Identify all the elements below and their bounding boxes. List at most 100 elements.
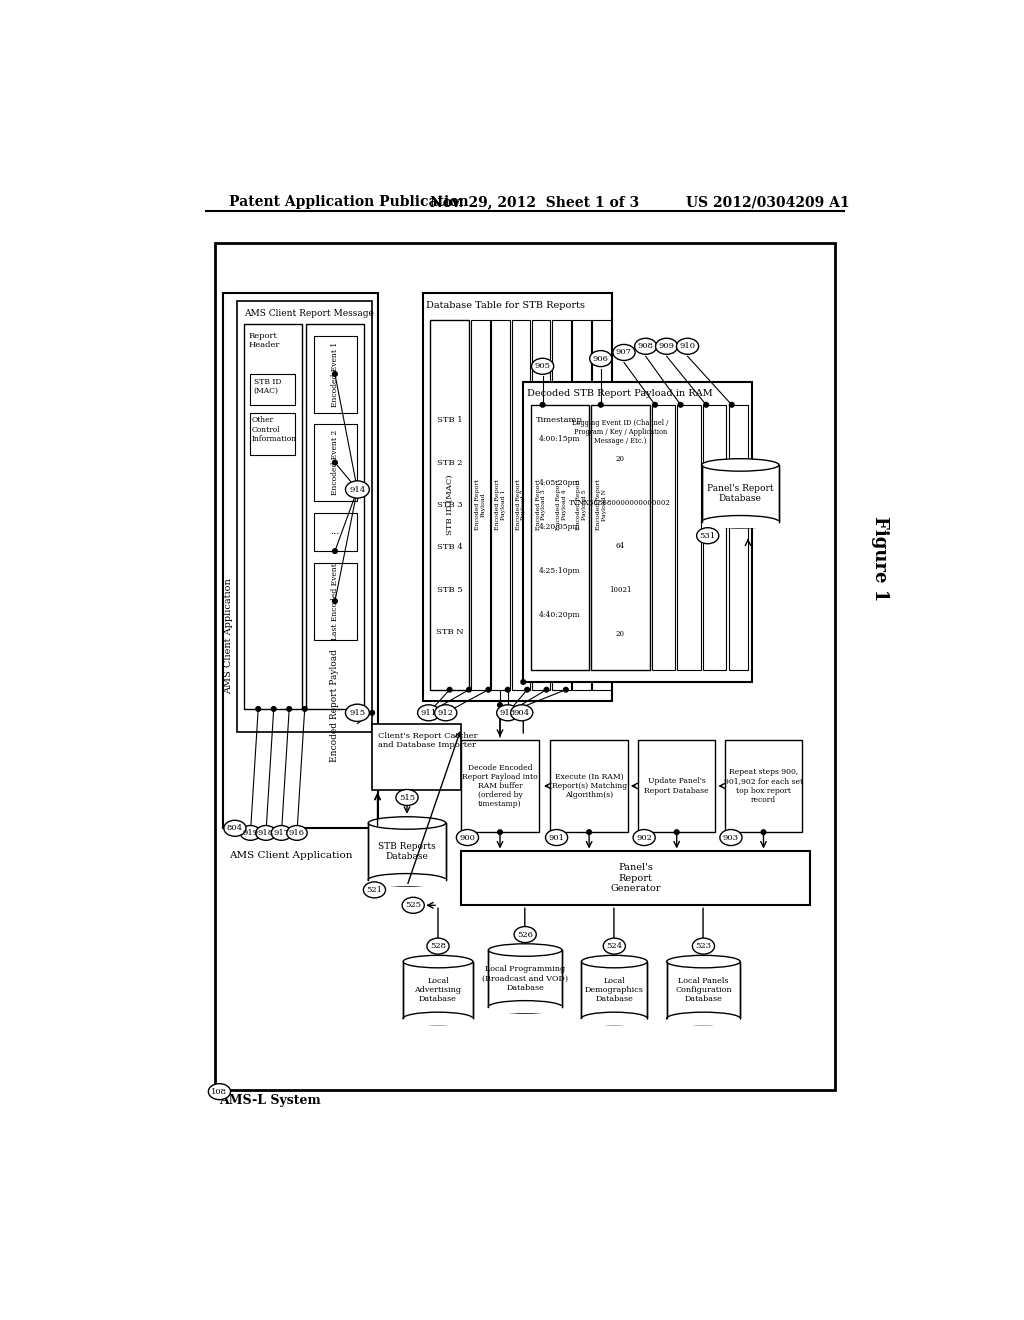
Bar (552, 321, 570, 689)
Ellipse shape (256, 825, 276, 841)
Text: 523: 523 (695, 942, 712, 950)
Text: Local
Advertising
Database: Local Advertising Database (415, 977, 462, 1003)
Ellipse shape (488, 1001, 562, 1014)
Circle shape (506, 688, 510, 692)
Bar (592, 321, 611, 689)
Ellipse shape (345, 704, 370, 722)
Bar (245, 323, 302, 709)
Text: Database Table for STB Reports: Database Table for STB Reports (426, 301, 586, 310)
Text: STB ID (MAC): STB ID (MAC) (445, 475, 454, 535)
Text: Patent Application Publication: Patent Application Publication (228, 195, 468, 210)
Bar (369, 879, 445, 887)
Text: Update Panel's
Report Database: Update Panel's Report Database (644, 777, 709, 795)
Text: 108: 108 (211, 1088, 227, 1096)
Text: 525: 525 (406, 902, 421, 909)
Bar (572, 321, 591, 689)
Bar (222, 293, 378, 829)
Bar (701, 521, 779, 528)
Text: AMS Client Report Message: AMS Client Report Message (245, 309, 374, 318)
Bar (237, 301, 372, 733)
Circle shape (544, 688, 549, 692)
Bar (314, 512, 356, 552)
Bar (582, 961, 647, 1019)
Text: STB Reports
Database: STB Reports Database (378, 842, 436, 861)
Text: Encoded Report
Payload 1: Encoded Report Payload 1 (496, 479, 506, 531)
Text: 916: 916 (289, 829, 305, 837)
Text: 915: 915 (349, 709, 366, 717)
Bar (461, 739, 539, 832)
Ellipse shape (514, 927, 537, 942)
Circle shape (333, 599, 337, 603)
Ellipse shape (241, 825, 261, 841)
Bar (592, 405, 649, 671)
Bar (403, 1018, 473, 1026)
Text: ...: ... (330, 528, 340, 536)
Ellipse shape (497, 705, 519, 721)
Bar (369, 822, 445, 880)
Bar (430, 321, 469, 689)
Ellipse shape (434, 705, 457, 721)
Text: 910: 910 (680, 342, 695, 350)
Ellipse shape (667, 1012, 740, 1024)
Text: 531: 531 (699, 532, 716, 540)
Ellipse shape (546, 829, 567, 846)
Bar (403, 961, 473, 1019)
Ellipse shape (457, 829, 478, 846)
Text: AMS Client Application: AMS Client Application (228, 851, 352, 861)
Circle shape (271, 706, 276, 711)
Circle shape (447, 688, 452, 692)
Ellipse shape (677, 338, 698, 354)
Bar (667, 961, 740, 1019)
Circle shape (563, 688, 568, 692)
Bar (512, 321, 530, 689)
Text: 4:40:20pm: 4:40:20pm (539, 611, 581, 619)
Text: Timestamp: Timestamp (537, 416, 583, 424)
Ellipse shape (427, 939, 450, 954)
Text: Encoded Report
Payload 4: Encoded Report Payload 4 (556, 479, 566, 531)
Bar (701, 465, 779, 521)
Bar (638, 739, 716, 832)
Ellipse shape (696, 528, 719, 544)
Bar (550, 739, 628, 832)
Circle shape (467, 688, 471, 692)
Circle shape (333, 549, 337, 553)
Text: Encoded Report
Payload 2: Encoded Report Payload 2 (515, 479, 526, 531)
Circle shape (302, 706, 307, 711)
Text: 919: 919 (243, 829, 258, 837)
Text: 804: 804 (227, 824, 243, 833)
Bar (492, 321, 510, 689)
Text: 903: 903 (723, 833, 739, 842)
Circle shape (524, 688, 529, 692)
Circle shape (486, 688, 490, 692)
Ellipse shape (655, 338, 678, 354)
Text: 900: 900 (460, 833, 475, 842)
Ellipse shape (488, 944, 562, 956)
Bar (531, 405, 589, 671)
Text: AMS Client Application: AMS Client Application (224, 578, 233, 694)
Text: Panel's Report
Database: Panel's Report Database (707, 483, 773, 503)
Bar (372, 725, 461, 789)
Bar (725, 739, 802, 832)
Text: STB 5: STB 5 (437, 586, 463, 594)
Text: Local Programming
(Broadcast and VOD)
Database: Local Programming (Broadcast and VOD) Da… (482, 965, 568, 991)
Text: 4:25:10pm: 4:25:10pm (539, 568, 581, 576)
Text: Decode Encoded
Report Payload into
RAM buffer
(ordered by
timestamp): Decode Encoded Report Payload into RAM b… (462, 763, 538, 808)
Text: 902: 902 (636, 833, 652, 842)
Bar (678, 405, 700, 671)
Ellipse shape (224, 820, 246, 837)
Text: Execute (In RAM)
Report(s) Matching
Algorithm(s): Execute (In RAM) Report(s) Matching Algo… (552, 772, 627, 799)
Text: 4:00:15pm: 4:00:15pm (539, 436, 581, 444)
Text: Encoded Report
Payload N: Encoded Report Payload N (596, 479, 607, 531)
Text: 524: 524 (606, 942, 623, 950)
Circle shape (652, 403, 657, 407)
Ellipse shape (720, 829, 742, 846)
Text: 20: 20 (615, 454, 625, 463)
Bar (703, 405, 726, 671)
Text: Panel's
Report
Generator: Panel's Report Generator (610, 863, 660, 894)
Circle shape (675, 830, 679, 834)
Ellipse shape (396, 789, 418, 805)
Text: 526: 526 (517, 931, 534, 939)
Text: Encoded Report Payload: Encoded Report Payload (331, 648, 339, 762)
Text: 918: 918 (258, 829, 274, 837)
Text: 64: 64 (615, 543, 625, 550)
